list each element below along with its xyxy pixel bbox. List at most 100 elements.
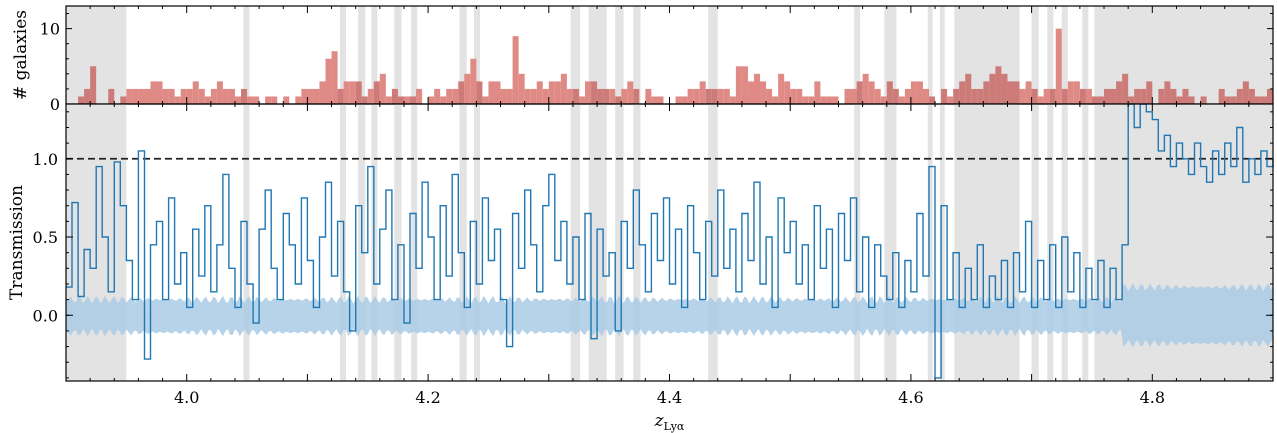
histogram-bar: [1224, 96, 1231, 104]
histogram-bar: [1061, 88, 1068, 104]
histogram-bar: [174, 96, 181, 104]
histogram-bar: [247, 96, 254, 104]
histogram-bar: [428, 96, 435, 104]
x-tick-label: 4.4: [657, 388, 682, 407]
histogram-bar: [1007, 81, 1014, 104]
histogram-bar: [186, 88, 193, 104]
histogram-bar: [766, 88, 773, 104]
histogram-bar: [572, 88, 579, 104]
histogram-bar: [675, 96, 682, 104]
histogram-bar: [180, 88, 187, 104]
histogram-bar: [753, 73, 761, 104]
histogram-bar: [1091, 96, 1098, 104]
histogram-bar: [391, 88, 398, 104]
x-axis-label: zLyα: [654, 411, 685, 433]
histogram-bar: [325, 58, 332, 104]
x-axis-label-main: z: [654, 411, 665, 431]
histogram-bar: [995, 66, 1002, 104]
histogram-bar: [1043, 88, 1050, 104]
histogram-bar: [1140, 88, 1147, 104]
histogram-bar: [609, 88, 616, 104]
histogram-bar: [500, 88, 507, 104]
histogram-bar: [470, 58, 477, 104]
histogram-bar: [1230, 96, 1237, 104]
histogram-bar: [802, 96, 809, 104]
excluded-region: [954, 104, 1020, 381]
histogram-bar: [1200, 96, 1207, 104]
histogram-bar: [971, 88, 978, 104]
histogram-bar: [1079, 88, 1086, 104]
x-tick-label: 4.2: [415, 388, 440, 407]
histogram-bar: [747, 81, 754, 104]
histogram-bar: [916, 81, 923, 104]
histogram-bar: [910, 81, 917, 104]
excluded-region: [459, 6, 467, 104]
histogram-bar: [482, 96, 489, 104]
histogram-bar: [367, 88, 374, 104]
histogram-bar: [120, 96, 127, 104]
excluded-region: [243, 6, 250, 104]
histogram-bar: [313, 88, 320, 104]
histogram-bar: [597, 88, 604, 104]
histogram-bar: [554, 81, 561, 104]
histogram-bar: [723, 88, 730, 104]
histogram-bar: [1164, 81, 1171, 104]
histogram-bar: [126, 88, 133, 104]
excluded-region: [588, 6, 607, 104]
histogram-bar: [228, 88, 235, 104]
histogram-bar: [416, 88, 423, 104]
excluded-region: [1031, 104, 1039, 381]
excluded-region: [570, 6, 581, 104]
y-tick-label: 0.0: [33, 306, 58, 325]
histogram-bar: [729, 96, 736, 104]
histogram-bar: [204, 96, 211, 104]
histogram-bar: [355, 81, 362, 104]
histogram-bar: [820, 96, 827, 104]
histogram-bar: [1266, 88, 1273, 104]
excluded-region: [1047, 104, 1054, 381]
excluded-region: [1061, 6, 1068, 104]
histogram-bar: [1013, 81, 1020, 104]
histogram-bar: [403, 96, 410, 104]
histogram-bar: [1122, 73, 1129, 104]
histogram-bar: [397, 96, 404, 104]
histogram-bar: [440, 96, 447, 104]
galaxy-histogram-panel: 0 10 # galaxies: [11, 5, 1274, 114]
excluded-region: [394, 104, 402, 381]
histogram-bar: [687, 88, 694, 104]
histogram-bar: [271, 96, 278, 104]
histogram-bar: [705, 88, 712, 104]
histogram-bar: [826, 96, 833, 104]
histogram-bar: [150, 81, 157, 104]
y-tick-label: 1.0: [33, 150, 58, 169]
histogram-bar: [488, 81, 495, 104]
histogram-bar: [452, 88, 459, 104]
x-axis-label-sub: Lyα: [664, 420, 685, 433]
excluded-region: [1082, 104, 1089, 381]
histogram-bar: [458, 81, 465, 104]
y-tick-label: 10: [40, 20, 60, 39]
histogram-bar: [361, 96, 368, 104]
excluded-region: [1061, 104, 1068, 381]
histogram-bar: [1170, 88, 1177, 104]
histogram-bar: [156, 81, 163, 104]
excluded-region: [633, 6, 641, 104]
histogram-bar: [977, 88, 984, 104]
histogram-bar: [929, 96, 936, 104]
histogram-bar: [283, 96, 290, 104]
top-y-ticks: 0 10: [40, 13, 1273, 114]
histogram-bar: [892, 88, 899, 104]
excluded-region: [927, 104, 933, 381]
x-tick-label: 4.0: [174, 388, 199, 407]
histogram-bar: [301, 88, 308, 104]
excluded-region: [884, 104, 897, 381]
histogram-bar: [922, 88, 930, 104]
histogram-bar: [603, 88, 610, 104]
histogram-bar: [1134, 88, 1141, 104]
excluded-region: [927, 6, 933, 104]
histogram-bar: [585, 81, 592, 104]
histogram-bar: [464, 73, 471, 104]
histogram-bar: [717, 88, 724, 104]
histogram-bar: [1097, 96, 1105, 104]
